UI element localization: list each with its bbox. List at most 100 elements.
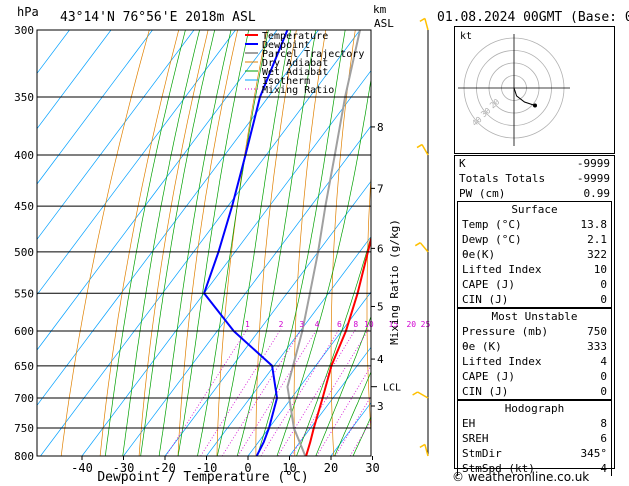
- surface-label: CAPE (J): [462, 278, 515, 291]
- mixing-ratio-label: 8: [353, 320, 358, 329]
- legend-dry-adiabat: Dry Adiabat: [262, 58, 328, 69]
- wet-adiabat-line: [315, 315, 371, 456]
- index-totals-label: Totals Totals: [459, 172, 546, 185]
- pressure-tick-label: 350: [14, 91, 34, 104]
- height-tick-label: 6: [377, 242, 384, 255]
- isotherm-line: [37, 30, 278, 351]
- mixing-ratio-line: [221, 328, 303, 456]
- height-tick-label: 7: [377, 182, 384, 195]
- surface-row: CIN (J) 0: [458, 292, 611, 307]
- hodograph-endpoint: [533, 103, 537, 108]
- most-unstable-label: Pressure (mb): [462, 325, 549, 338]
- surface-section-title: Surface: [511, 203, 558, 216]
- surface-value: 13.8: [580, 218, 608, 231]
- mixing-ratio-line: [349, 419, 371, 456]
- pressure-tick-label: 300: [14, 24, 34, 37]
- height-tick-label: 5: [377, 300, 384, 313]
- pressure-tick-label: 800: [14, 450, 34, 463]
- most-unstable-row: CAPE (J) 0: [458, 369, 611, 384]
- hodograph-section: Hodograph EH 8 SREH 6 StmDir 345° StmSpd (k…: [457, 400, 612, 476]
- most-unstable-label: CAPE (J): [462, 370, 515, 383]
- index-pw-row: PW (cm) 0.99: [455, 186, 614, 201]
- hodograph-row: StmDir 345°: [458, 446, 611, 461]
- mixing-ratio-label: 1: [245, 320, 250, 329]
- most-unstable-label: CIN (J): [462, 385, 509, 398]
- isotherm-line: [289, 346, 371, 456]
- pressure-unit-label: hPa: [17, 5, 39, 19]
- surface-section: Surface Temp (°C) 13.8 Dewp (°C) 2.1 θe(K)…: [457, 201, 612, 308]
- credit-text: © weatheronline.co.uk: [452, 470, 590, 484]
- x-tick-label: -30: [113, 461, 135, 475]
- wet-adiabat-line: [177, 30, 250, 456]
- most-unstable-section-title: Most Unstable: [491, 310, 578, 323]
- parcel-trajectory-line: [286, 30, 361, 456]
- isotherm-line: [37, 30, 236, 296]
- most-unstable-row: CIN (J) 0: [458, 384, 611, 399]
- mixing-ratio-line: [334, 395, 371, 456]
- isotherm-line: [37, 30, 319, 406]
- x-tick-label: 0: [244, 461, 251, 475]
- x-axis-title: Dewpoint / Temperature (°C): [97, 470, 308, 485]
- index-k-label: K: [459, 157, 466, 170]
- indices-panel: K -9999 Totals Totals -9999 PW (cm) 0.99…: [454, 155, 615, 476]
- surface-value: 2.1: [587, 233, 607, 246]
- surface-value: 0: [600, 278, 607, 291]
- mixing-ratio-line: [260, 328, 340, 456]
- mixing-ratio-line: [316, 365, 371, 456]
- wet-adiabat-line: [334, 371, 371, 456]
- height-tick-label: 8: [377, 121, 384, 134]
- dry-adiabat-line: [99, 30, 180, 456]
- hodograph-label: EH: [462, 417, 476, 430]
- hodograph-unit-label: kt: [460, 31, 472, 42]
- hodograph-frame: [454, 26, 615, 154]
- hodograph-label: SREH: [462, 432, 489, 445]
- mixing-ratio-axis-title: Mixing Ratio (g/kg): [388, 219, 401, 345]
- wind-barb-icon: [417, 391, 429, 399]
- plot-frame: [36, 29, 372, 457]
- legend-isotherm: Isotherm: [262, 76, 310, 87]
- pressure-tick-label: 750: [14, 422, 34, 435]
- index-k-row: K -9999: [455, 156, 614, 171]
- hodograph-label: StmSpd (kt): [462, 462, 535, 475]
- surface-value: 0: [600, 293, 607, 306]
- wet-adiabat-line: [140, 30, 216, 456]
- mixing-ratio-label: 10: [364, 320, 374, 329]
- hodograph-label: StmDir: [462, 447, 502, 460]
- surface-label: Dewp (°C): [462, 233, 522, 246]
- wind-barb-icon: [424, 444, 429, 457]
- wind-barb-flag-icon: [416, 143, 423, 149]
- pressure-tick-label: 450: [14, 200, 34, 213]
- pressure-tick-label: 650: [14, 360, 34, 373]
- hodograph-row: StmSpd (kt) 4: [458, 461, 611, 476]
- pressure-tick-label: 600: [14, 325, 34, 338]
- surface-label: Temp (°C): [462, 218, 522, 231]
- mixing-ratio-line: [165, 328, 248, 456]
- chart-legend: Temperature Dewpoint Parcel Trajectory D…: [245, 31, 364, 96]
- mixing-ratio-label: 6: [337, 320, 342, 329]
- most-unstable-value: 333: [587, 340, 607, 353]
- hodograph-row: SREH 6: [458, 431, 611, 446]
- surface-value: 10: [593, 263, 607, 276]
- most-unstable-label: Lifted Index: [462, 355, 542, 368]
- hodograph-value: 4: [600, 462, 607, 475]
- mixing-ratio-label: 20: [406, 320, 416, 329]
- dry-adiabat-line: [435, 30, 450, 456]
- isotherm-line: [81, 70, 371, 456]
- index-pw-value: 0.99: [583, 187, 611, 200]
- x-tick-label: 20: [324, 461, 338, 475]
- wind-barb-flag-icon: [412, 391, 418, 396]
- mixing-ratio-label: 3: [299, 320, 304, 329]
- surface-label: CIN (J): [462, 293, 509, 306]
- mixing-ratio-line: [291, 328, 370, 456]
- isotherm-line: [37, 30, 70, 74]
- legend-mixing-ratio: Mixing Ratio: [262, 85, 334, 96]
- hodograph-value: 6: [600, 432, 607, 445]
- hodograph-row: EH 8: [458, 416, 611, 431]
- dry-adiabat-line: [620, 30, 629, 456]
- pressure-tick-label: 700: [14, 392, 34, 405]
- most-unstable-value: 750: [587, 325, 607, 338]
- pressure-tick-label: 400: [14, 149, 34, 162]
- x-tick-label: -10: [196, 461, 218, 475]
